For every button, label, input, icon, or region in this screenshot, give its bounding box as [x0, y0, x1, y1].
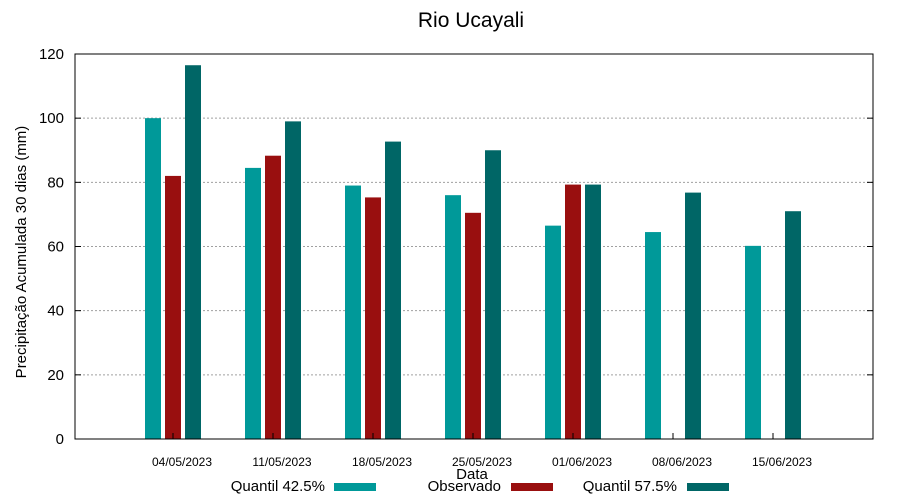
bar-quantil-42-5-7: [745, 245, 761, 439]
bar-observado-5: [565, 184, 581, 439]
bar-quantil-42-5-1: [145, 118, 161, 440]
x-tick-label: 01/06/2023: [552, 455, 612, 469]
bar-quantil-42-5-3: [345, 185, 361, 439]
bar-quantil-57-5-7: [785, 211, 801, 439]
x-tick-label: 08/06/2023: [652, 455, 712, 469]
legend-swatch-observado: [511, 483, 553, 491]
x-tick-label: 04/05/2023: [152, 455, 212, 469]
legend-label-quantil-57-5: Quantil 57.5%: [583, 478, 677, 495]
x-axis-label: Data: [456, 466, 488, 483]
legend-swatch-quantil-57-5: [687, 483, 729, 491]
bar-quantil-42-5-2: [245, 167, 261, 440]
y-tick-label: 60: [47, 239, 64, 256]
legend-label-observado: Observado: [428, 478, 501, 495]
y-tick-label: 120: [39, 46, 64, 63]
y-tick-label: 40: [47, 303, 64, 320]
x-tick-label: 15/06/2023: [752, 455, 812, 469]
x-axis-ticks: 04/05/2023 11/05/2023 18/05/2023 25/05/2023…: [152, 433, 812, 469]
bar-quantil-42-5-5: [545, 225, 561, 439]
legend-swatch-quantil-42-5: [334, 483, 376, 491]
bar-quantil-42-5-4: [445, 195, 461, 439]
y-tick-label: 80: [47, 174, 64, 191]
bar-quantil-57-5-1: [185, 65, 201, 440]
bar-quantil-57-5-4: [485, 150, 501, 439]
bar-quantil-42-5-6: [645, 232, 661, 439]
y-tick-label: 0: [56, 431, 64, 448]
bar-quantil-57-5-3: [385, 141, 401, 439]
bar-observado-2: [265, 155, 281, 439]
bar-quantil-57-5-2: [285, 121, 301, 439]
bar-observado-1: [165, 175, 181, 439]
legend-label-quantil-42-5: Quantil 42.5%: [231, 478, 325, 495]
legend: Quantil 42.5% Observado Quantil 57.5%: [231, 478, 729, 495]
y-tick-label: 20: [47, 367, 64, 384]
grid-lines: [75, 117, 873, 376]
y-axis-ticks: 0 20 40 60 80 100 120: [39, 46, 873, 448]
bar-quantil-57-5-6: [685, 192, 701, 439]
bar-observado-3: [365, 197, 381, 439]
x-tick-label: 25/05/2023: [452, 455, 512, 469]
bar-quantil-57-5-5: [585, 184, 601, 439]
x-tick-label: 11/05/2023: [252, 455, 311, 469]
chart-title: Rio Ucayali: [418, 9, 524, 32]
bars-group: [145, 65, 801, 440]
y-tick-label: 100: [39, 110, 64, 127]
y-axis-label: Precipitação Acumulada 30 dias (mm): [13, 126, 30, 379]
bar-observado-4: [465, 212, 481, 439]
x-tick-label: 18/05/2023: [352, 455, 412, 469]
